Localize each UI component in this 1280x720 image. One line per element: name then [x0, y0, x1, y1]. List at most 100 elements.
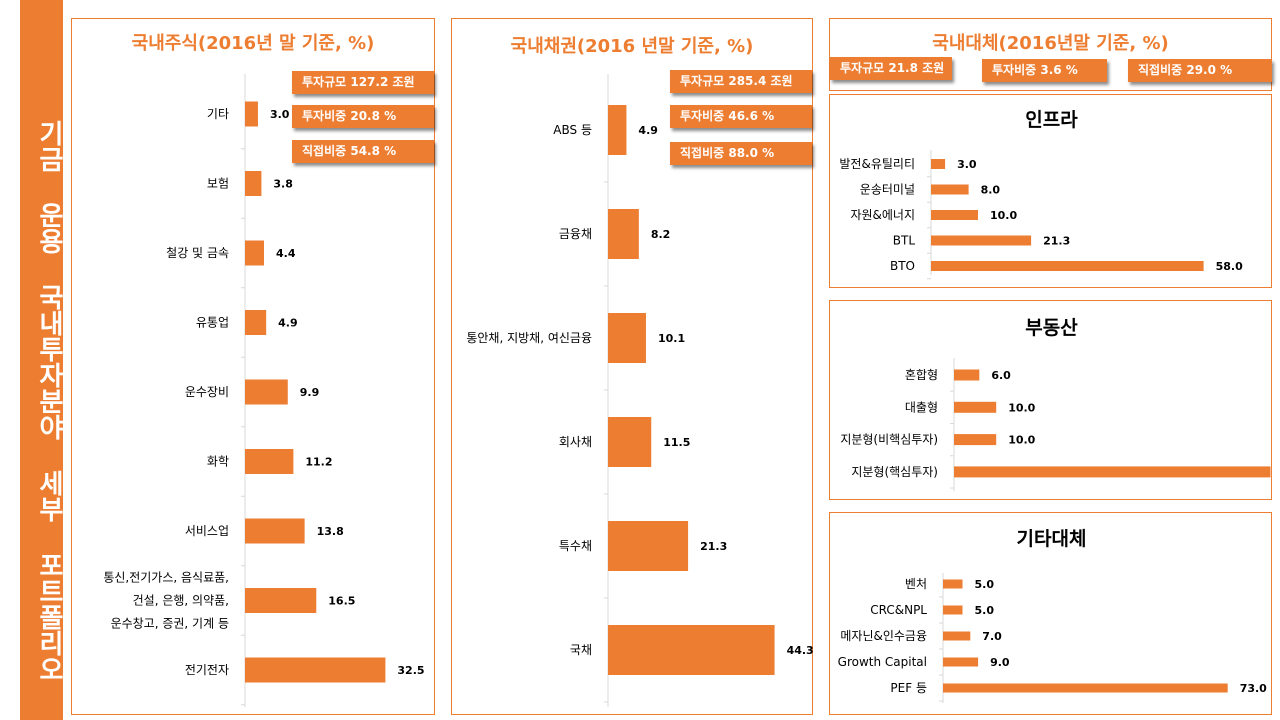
infra-panel: 인프라 발전&유틸리티 3.0 운송터미널 8.0 자원&에너지 10.0 BTL 21.3 BT… [829, 94, 1272, 288]
otheralt-category-label: Growth Capital [838, 655, 927, 669]
infra-category-label: BTO [890, 259, 915, 273]
equity-bar [245, 657, 386, 683]
bonds-bar [608, 313, 646, 363]
alt-badge-weight: 투자비중 3.6 % [982, 59, 1107, 82]
equity-category-label: 보험 [207, 177, 229, 191]
otheralt-value-label: 5.0 [975, 578, 995, 591]
equity-value-label: 3.8 [273, 178, 293, 191]
equity-bar [245, 449, 294, 474]
bonds-value-label: 11.5 [663, 436, 690, 449]
infra-bar [931, 159, 946, 169]
realestate-bar [954, 369, 980, 381]
infra-bar [931, 235, 1032, 246]
bonds-value-label: 10.1 [658, 332, 685, 345]
infra-value-label: 8.0 [981, 184, 1001, 197]
infra-value-label: 3.0 [957, 158, 977, 171]
side-banner: 기금 운용 국내투자분야 세부 포트폴리오 [20, 0, 64, 720]
equity-category-label: 통신,전기가스, 음식료품, 건설, 은행, 의약품, 운수창고, 증권, 기계 등 [103, 571, 229, 631]
infra-value-label: 21.3 [1043, 235, 1070, 248]
infra-chart-title: 인프라 [1025, 109, 1078, 131]
bonds-bar [608, 105, 627, 155]
otheralt-bar [943, 579, 963, 589]
bonds-value-label: 21.3 [700, 540, 727, 553]
equity-chart: 기타 3.0 보험 3.8 철강 및 금속 4.4 유통업 4.9 운수장비 9.9 화학 11.2 서… [103, 74, 425, 707]
equity-category-label: 화학 [207, 455, 229, 469]
equity-bar [245, 101, 258, 127]
equity-bar [245, 240, 265, 266]
realestate-category-label: 지분형(핵심투자) [851, 465, 938, 479]
otheralt-category-label: PEF 등 [890, 681, 927, 695]
otheralt-bar [943, 605, 963, 615]
realestate-category-label: 대출형 [905, 400, 938, 414]
equity-panel: 국내주식(2016년 말 기준, %) 기타 3.0 보험 3.8 철강 및 금속 4.4… [71, 18, 435, 715]
equity-bar [245, 379, 288, 405]
realestate-value-label: 10.0 [1008, 401, 1035, 414]
bonds-category-label: ABS 등 [553, 123, 592, 137]
realestate-chart-title: 부동산 [1025, 317, 1078, 339]
alt-badge-direct: 직접비중 29.0 % [1128, 59, 1272, 82]
equity-value-label: 32.5 [397, 664, 424, 677]
equity-value-label: 4.9 [278, 317, 298, 330]
equity-category-label: 기타 [207, 107, 229, 121]
bonds-category-label: 회사채 [559, 435, 592, 449]
otheralt-bar [943, 683, 1228, 693]
sidebar-title: 기금 운용 국내투자분야 세부 포트폴리오 [34, 120, 64, 682]
otheralt-value-label: 5.0 [975, 604, 995, 617]
equity-value-label: 3.0 [270, 108, 290, 121]
bonds-value-label: 8.2 [651, 228, 671, 241]
equity-category-label: 운수장비 [185, 385, 229, 399]
equity-value-label: 9.9 [300, 386, 320, 399]
equity-category-label: 전기전자 [185, 663, 229, 677]
otheralt-category-label: 메자닌&인수금융 [840, 629, 927, 643]
otheralt-bar [943, 657, 979, 667]
equity-category-label: 철강 및 금속 [166, 246, 229, 260]
bonds-bar [608, 625, 775, 675]
equity-value-label: 11.2 [305, 456, 332, 469]
realestate-panel: 부동산혼합형6.0대출형10.0지분형(비핵심투자)10.0지분형(핵심투자)7… [829, 300, 1272, 500]
equity-badge-weight: 투자비중 20.8 % [292, 105, 434, 128]
equity-title: 국내주식(2016년 말 기준, %) [131, 33, 375, 54]
infra-category-label: 자원&에너지 [850, 208, 915, 222]
infra-value-label: 58.0 [1216, 260, 1243, 273]
equity-badge-direct: 직접비중 54.8 % [292, 140, 434, 163]
otheralt-value-label: 73.0 [1240, 682, 1267, 695]
equity-value-label: 4.4 [276, 247, 296, 260]
infra-bar [931, 261, 1204, 271]
realestate-bar [954, 466, 1271, 478]
realestate-chart: 부동산혼합형6.0대출형10.0지분형(비핵심투자)10.0지분형(핵심투자)7… [840, 317, 1271, 491]
otheralt-value-label: 9.0 [990, 656, 1010, 669]
bonds-bar [608, 209, 639, 259]
infra-bar [931, 184, 969, 195]
equity-category-label: 서비스업 [185, 524, 229, 538]
bonds-value-label: 4.9 [638, 124, 658, 137]
equity-badge-scale: 투자규모 127.2 조원 [292, 71, 434, 94]
infra-value-label: 10.0 [990, 209, 1017, 222]
bonds-bar [608, 521, 689, 571]
bonds-category-label: 금융채 [559, 227, 592, 241]
equity-bar [245, 518, 305, 544]
bonds-category-label: 통안채, 지방채, 여신금융 [466, 331, 592, 345]
alt-title: 국내대체(2016년말 기준, %) [932, 33, 1169, 54]
realestate-value-label: 6.0 [991, 369, 1011, 382]
bonds-panel: 국내채권(2016 년말 기준, %) ABS 등 4.9 금융채 8.2 통안채, 지… [451, 18, 814, 715]
otheralt-value-label: 7.0 [982, 630, 1002, 643]
equity-bar [245, 588, 317, 613]
otheralt-category-label: CRC&NPL [870, 603, 927, 617]
infra-bar [931, 210, 978, 220]
otheralt-chart-title: 기타대체 [1017, 528, 1087, 550]
bonds-badge-direct: 직접비중 88.0 % [670, 142, 812, 165]
bonds-chart: ABS 등 4.9 금융채 8.2 통안채, 지방채, 여신금융 10.1 회사채 11.5 특… [466, 74, 814, 707]
equity-bar [245, 171, 262, 196]
realestate-category-label: 혼합형 [905, 368, 938, 382]
bonds-badge-weight: 투자비중 46.6 % [670, 105, 812, 128]
equity-value-label: 16.5 [328, 595, 355, 608]
bonds-category-label: 국채 [570, 643, 592, 657]
realestate-bar [954, 401, 997, 413]
equity-value-label: 13.8 [317, 525, 344, 538]
equity-bar [245, 310, 267, 335]
bonds-category-label: 특수채 [559, 539, 592, 553]
bonds-title: 국내채권(2016 년말 기준, %) [510, 36, 754, 57]
otheralt-bar [943, 631, 971, 641]
